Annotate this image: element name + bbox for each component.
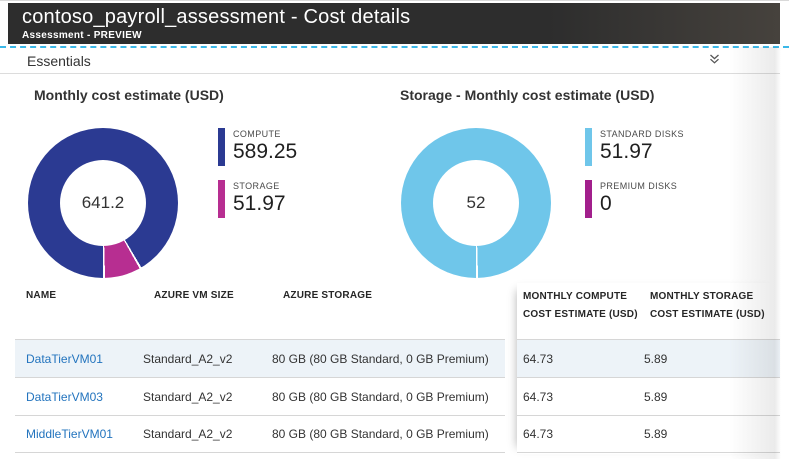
vm-table-left-section: DataTierVM01 Standard_A2_v2 80 GB (80 GB… xyxy=(15,339,505,453)
vm-size-cell: Standard_A2_v2 xyxy=(143,389,233,404)
compute-cost-cell: 64.73 xyxy=(523,427,554,441)
donut-chart-storage-cost: 52 xyxy=(401,128,551,278)
legend-swatch-premium-disks xyxy=(585,180,592,218)
table-row: 64.73 5.89 xyxy=(517,415,780,453)
chart-title-storage-cost: Storage - Monthly cost estimate (USD) xyxy=(400,87,655,103)
legend-label: STORAGE xyxy=(233,181,280,191)
collapse-essentials-button[interactable] xyxy=(705,52,723,70)
compute-cost-cell: 64.73 xyxy=(523,351,554,366)
table-row: 64.73 5.89 xyxy=(517,339,780,377)
table-row: DataTierVM01 Standard_A2_v2 80 GB (80 GB… xyxy=(15,339,505,377)
legend-monthly-cost: COMPUTE 589.25 STORAGE 51.97 xyxy=(218,128,297,232)
legend-value: 51.97 xyxy=(233,192,286,215)
table-row: MiddleTierVM01 Standard_A2_v2 80 GB (80 … xyxy=(15,415,505,453)
vm-table-cost-section: 64.73 5.89 64.73 5.89 64.73 5.89 xyxy=(517,339,780,453)
donut-hole: 52 xyxy=(433,160,519,246)
legend-item-premium-disks: PREMIUM DISKS 0 xyxy=(585,180,684,218)
legend-item-standard-disks: STANDARD DISKS 51.97 xyxy=(585,128,684,166)
vm-name-link[interactable]: DataTierVM01 xyxy=(26,351,103,366)
legend-label: PREMIUM DISKS xyxy=(600,181,678,191)
column-header-storage-cost: MONTHLY STORAGE COST ESTIMATE (USD) xyxy=(650,291,765,320)
legend-item-compute: COMPUTE 589.25 xyxy=(218,128,297,166)
column-header-compute-cost: MONTHLY COMPUTE COST ESTIMATE (USD) xyxy=(523,291,638,320)
legend-swatch-storage xyxy=(218,180,225,218)
storage-cost-cell: 5.89 xyxy=(644,427,668,441)
legend-swatch-compute xyxy=(218,128,225,166)
legend-label: COMPUTE xyxy=(233,129,281,139)
double-chevron-down-icon xyxy=(707,54,722,70)
azure-storage-cell: 80 GB (80 GB Standard, 0 GB Premium) xyxy=(272,389,489,404)
vm-name-link[interactable]: DataTierVM03 xyxy=(26,389,103,404)
column-header-azure-storage: AZURE STORAGE xyxy=(283,290,373,301)
accent-divider xyxy=(0,46,789,48)
vm-name-link[interactable]: MiddleTierVM01 xyxy=(26,427,113,441)
storage-cost-cell: 5.89 xyxy=(644,389,668,404)
donut-hole: 641.2 xyxy=(60,160,146,246)
page-subtitle: Assessment - PREVIEW xyxy=(22,30,142,41)
essentials-section-header: Essentials xyxy=(0,48,780,74)
legend-item-storage: STORAGE 51.97 xyxy=(218,180,297,218)
chart-title-monthly-cost: Monthly cost estimate (USD) xyxy=(34,87,224,103)
column-header-name: NAME xyxy=(26,290,57,301)
legend-label: STANDARD DISKS xyxy=(600,129,684,139)
cost-columns-panel: MONTHLY COMPUTE COST ESTIMATE (USD) MONT… xyxy=(517,283,780,454)
legend-storage-cost: STANDARD DISKS 51.97 PREMIUM DISKS 0 xyxy=(585,128,684,232)
azure-storage-cell: 80 GB (80 GB Standard, 0 GB Premium) xyxy=(272,351,489,366)
legend-value: 51.97 xyxy=(600,140,653,163)
vm-size-cell: Standard_A2_v2 xyxy=(143,427,233,441)
table-row: DataTierVM03 Standard_A2_v2 80 GB (80 GB… xyxy=(15,377,505,415)
page-title: contoso_payroll_assessment - Cost detail… xyxy=(22,6,411,28)
vm-size-cell: Standard_A2_v2 xyxy=(143,351,233,366)
donut-center-value: 641.2 xyxy=(81,193,125,212)
blade-header: contoso_payroll_assessment - Cost detail… xyxy=(8,3,780,44)
compute-cost-cell: 64.73 xyxy=(523,389,554,404)
legend-swatch-standard-disks xyxy=(585,128,592,166)
donut-center-value: 52 xyxy=(466,193,486,212)
table-row: 64.73 5.89 xyxy=(517,377,780,415)
storage-cost-cell: 5.89 xyxy=(644,351,668,366)
essentials-label: Essentials xyxy=(27,53,91,69)
legend-value: 589.25 xyxy=(233,140,298,163)
column-header-vm-size: AZURE VM SIZE xyxy=(154,290,234,301)
donut-chart-monthly-cost: 641.2 xyxy=(28,128,178,278)
azure-storage-cell: 80 GB (80 GB Standard, 0 GB Premium) xyxy=(272,427,489,441)
legend-value: 0 xyxy=(600,192,612,215)
